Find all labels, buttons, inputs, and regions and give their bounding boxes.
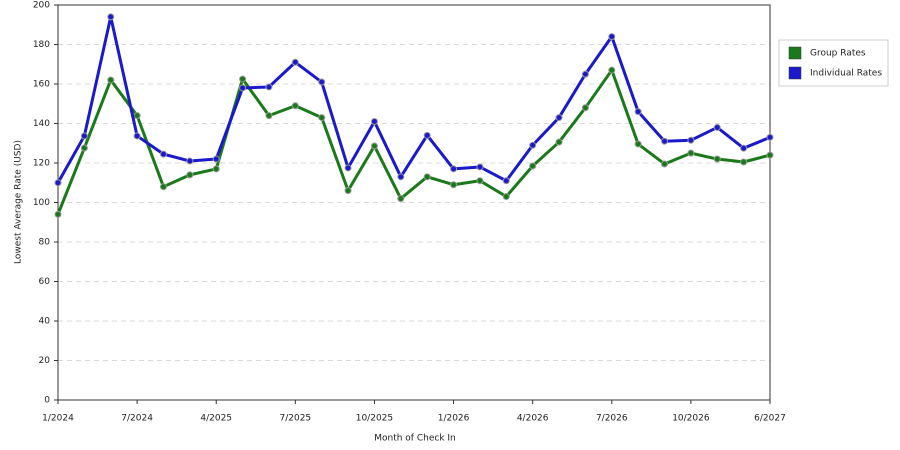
data-point bbox=[212, 155, 220, 163]
data-point bbox=[159, 183, 167, 191]
data-point bbox=[186, 171, 194, 179]
data-point bbox=[291, 102, 299, 110]
legend-swatch bbox=[788, 66, 802, 80]
data-point bbox=[687, 136, 695, 144]
data-point bbox=[687, 149, 695, 157]
data-point bbox=[766, 133, 774, 141]
x-tick-label: 1/2024 bbox=[42, 414, 74, 424]
data-point bbox=[291, 58, 299, 66]
data-point bbox=[476, 163, 484, 171]
data-point bbox=[529, 162, 537, 170]
data-point bbox=[212, 165, 220, 173]
data-point bbox=[713, 123, 721, 131]
data-point bbox=[608, 33, 616, 41]
y-axis-title: Lowest Average Rate (USD) bbox=[14, 140, 24, 264]
x-tick-label: 10/2026 bbox=[672, 414, 710, 424]
data-point bbox=[80, 132, 88, 140]
data-point bbox=[476, 177, 484, 185]
data-point bbox=[423, 131, 431, 139]
data-point bbox=[766, 151, 774, 159]
x-tick-label: 1/2026 bbox=[438, 414, 470, 424]
y-tick-label: 120 bbox=[33, 159, 50, 169]
y-tick-label: 140 bbox=[33, 119, 50, 129]
data-point bbox=[344, 164, 352, 172]
x-tick-label: 10/2025 bbox=[356, 414, 393, 424]
data-point bbox=[318, 114, 326, 122]
data-point bbox=[581, 104, 589, 112]
y-tick-label: 60 bbox=[39, 277, 51, 287]
data-point bbox=[555, 138, 563, 146]
data-point bbox=[450, 181, 458, 189]
data-point bbox=[107, 13, 115, 21]
data-point bbox=[581, 70, 589, 78]
y-tick-label: 160 bbox=[33, 80, 50, 90]
x-tick-label: 7/2025 bbox=[279, 414, 311, 424]
data-point bbox=[265, 83, 273, 91]
legend-label: Group Rates bbox=[810, 49, 866, 59]
data-point bbox=[239, 75, 247, 83]
data-point bbox=[397, 173, 405, 181]
x-tick-label: 4/2026 bbox=[517, 414, 549, 424]
data-point bbox=[661, 137, 669, 145]
plot-frame bbox=[57, 4, 771, 401]
data-point bbox=[608, 66, 616, 74]
data-point bbox=[318, 78, 326, 86]
data-point bbox=[133, 132, 141, 140]
x-tick-label: 7/2026 bbox=[596, 414, 628, 424]
data-point bbox=[555, 114, 563, 122]
data-point bbox=[450, 165, 458, 173]
data-point bbox=[634, 108, 642, 116]
data-point bbox=[661, 160, 669, 168]
data-point bbox=[133, 112, 141, 120]
x-axis-title: Month of Check In bbox=[374, 434, 456, 444]
x-tick-label: 6/2027 bbox=[754, 414, 786, 424]
data-point bbox=[397, 195, 405, 203]
legend-label: Individual Rates bbox=[810, 69, 882, 79]
data-point bbox=[502, 177, 510, 185]
series-line bbox=[56, 68, 771, 215]
y-tick-label: 80 bbox=[39, 238, 51, 248]
data-point bbox=[265, 112, 273, 120]
data-point bbox=[54, 210, 62, 218]
data-point bbox=[529, 141, 537, 149]
y-tick-label: 20 bbox=[39, 356, 51, 366]
data-point bbox=[107, 76, 115, 84]
data-point bbox=[344, 187, 352, 195]
data-point bbox=[740, 158, 748, 166]
data-point bbox=[740, 144, 748, 152]
y-tick-label: 100 bbox=[33, 198, 50, 208]
y-tick-label: 0 bbox=[44, 396, 50, 406]
y-tick-label: 200 bbox=[33, 1, 50, 11]
data-point bbox=[80, 144, 88, 152]
data-point bbox=[502, 193, 510, 201]
x-tick-label: 4/2025 bbox=[200, 414, 232, 424]
y-tick-label: 180 bbox=[33, 40, 50, 50]
data-point bbox=[54, 179, 62, 187]
data-point bbox=[239, 84, 247, 92]
data-point bbox=[370, 142, 378, 150]
data-point bbox=[634, 140, 642, 148]
data-point bbox=[370, 118, 378, 126]
data-point bbox=[423, 173, 431, 181]
y-tick-label: 40 bbox=[39, 317, 51, 327]
data-point bbox=[186, 157, 194, 165]
series-line bbox=[56, 15, 771, 184]
data-point bbox=[159, 150, 167, 158]
data-point bbox=[713, 155, 721, 163]
legend-swatch bbox=[788, 46, 802, 60]
x-tick-label: 7/2024 bbox=[121, 414, 153, 424]
